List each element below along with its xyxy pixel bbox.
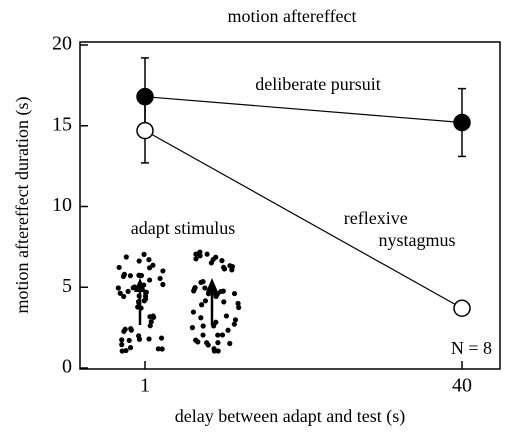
annotation: N = 8: [451, 338, 492, 358]
y-tick-label: 15: [52, 113, 72, 135]
stim-dot: [224, 313, 229, 318]
stim-dot: [117, 265, 122, 270]
stim-dot: [128, 345, 133, 350]
stim-dot: [195, 339, 200, 344]
series-label: reflexive nystagmus: [344, 208, 456, 250]
chart: motion aftereffect delay between adapt a…: [0, 0, 517, 432]
y-axis-label: motion aftereffect duration (s): [12, 96, 33, 313]
stim-dot: [147, 277, 152, 282]
stim-dot: [221, 299, 226, 304]
stim-dot: [229, 267, 234, 272]
stim-dot: [198, 280, 203, 285]
stim-dot: [215, 340, 220, 345]
y-tick-label: 20: [52, 33, 72, 55]
stim-dot: [128, 326, 133, 331]
stim-dot: [199, 302, 204, 307]
stim-dot: [203, 298, 208, 303]
stim-dot: [213, 320, 218, 325]
stim-dot: [124, 254, 129, 259]
stim-dot: [151, 313, 156, 318]
stim-dot: [227, 341, 232, 346]
series-label: deliberate pursuit: [255, 74, 380, 94]
annotation: adapt stimulus: [131, 218, 236, 238]
stim-dot: [149, 319, 154, 324]
stim-dot: [235, 301, 240, 306]
stim-dot: [119, 342, 124, 347]
stim-dot: [146, 336, 151, 341]
stim-dot: [137, 258, 142, 263]
stim-dot: [202, 285, 207, 290]
stim-dot: [218, 289, 223, 294]
stim-dot: [201, 323, 206, 328]
stim-dot: [160, 268, 165, 273]
stim-dot: [220, 332, 225, 337]
stim-dot: [191, 309, 196, 314]
stim-dot: [214, 294, 219, 299]
data-point: [454, 115, 470, 131]
stim-dot: [215, 332, 220, 337]
stim-dot: [193, 256, 198, 261]
stim-dot: [219, 258, 224, 263]
series-line: [145, 97, 462, 123]
stim-dot: [122, 272, 127, 277]
y-tick-label: 5: [62, 275, 72, 297]
stim-dot: [158, 276, 163, 281]
data-point: [454, 300, 470, 316]
stim-dot: [150, 263, 155, 268]
stim-dot: [232, 291, 237, 296]
stim-dot: [156, 346, 161, 351]
stim-dot: [131, 285, 136, 290]
stim-dot: [141, 252, 146, 257]
stim-dot: [128, 273, 133, 278]
stim-dot: [204, 340, 209, 345]
data-point: [137, 123, 153, 139]
stim-dot: [225, 328, 230, 333]
stim-dot: [116, 285, 121, 290]
stim-arrowhead: [206, 278, 218, 292]
stim-dot: [205, 252, 210, 257]
stim-dot: [146, 257, 151, 262]
stim-dot: [233, 317, 238, 322]
stim-dot: [118, 291, 123, 296]
stim-dot: [138, 273, 143, 278]
stimulus-illustration: [116, 249, 242, 353]
y-tick-label: 10: [52, 194, 72, 216]
data-point: [137, 89, 153, 105]
x-axis-label: delay between adapt and test (s): [175, 406, 405, 427]
stim-dot: [160, 282, 165, 287]
stim-dot: [211, 257, 216, 262]
stim-dot: [200, 332, 205, 337]
stim-dot: [127, 338, 132, 343]
stim-dot: [198, 315, 203, 320]
stim-dot: [137, 337, 142, 342]
stim-dot: [121, 329, 126, 334]
stim-dot: [159, 335, 164, 340]
stim-dot: [119, 337, 124, 342]
stim-dot: [120, 348, 125, 353]
stim-dot: [197, 249, 202, 254]
stim-dot: [191, 288, 196, 293]
stim-dot: [190, 325, 195, 330]
x-tick-label: 1: [140, 375, 150, 397]
stim-dot: [143, 296, 148, 301]
chart-title: motion aftereffect: [227, 6, 356, 26]
stim-dot: [232, 322, 237, 327]
x-tick-label: 40: [452, 375, 472, 397]
stim-dot: [212, 348, 217, 353]
stim-dot: [126, 289, 131, 294]
y-tick-label: 0: [62, 356, 72, 378]
stim-dot: [222, 266, 227, 271]
